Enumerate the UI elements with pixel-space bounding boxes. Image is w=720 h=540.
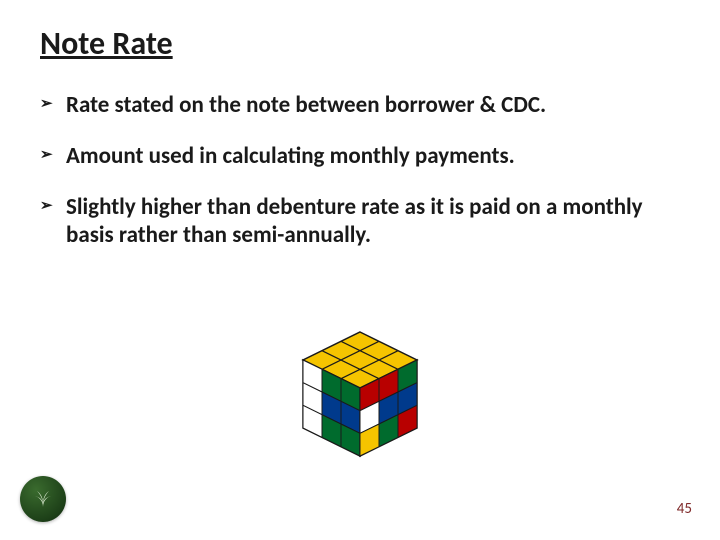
- rubiks-cube-image: [285, 320, 435, 475]
- bullet-text: Amount used in calculating monthly payme…: [66, 142, 515, 170]
- list-item: ➢ Slightly higher than debenture rate as…: [40, 193, 680, 251]
- bullet-arrow-icon: ➢: [40, 146, 53, 165]
- bullet-text: Rate stated on the note between borrower…: [66, 91, 546, 119]
- list-item: ➢ Amount used in calculating monthly pay…: [40, 142, 680, 171]
- page-number: 45: [677, 500, 692, 518]
- bullet-arrow-icon: ➢: [40, 95, 53, 114]
- rubiks-cube-icon: [285, 320, 435, 470]
- bullet-text: Slightly higher than debenture rate as i…: [66, 193, 643, 250]
- footer-logo: [20, 476, 66, 522]
- slide-title: Note Rate: [40, 24, 680, 63]
- slide: Note Rate ➢ Rate stated on the note betw…: [0, 0, 720, 540]
- bullet-arrow-icon: ➢: [40, 197, 53, 216]
- list-item: ➢ Rate stated on the note between borrow…: [40, 91, 680, 120]
- bullet-list: ➢ Rate stated on the note between borrow…: [40, 91, 680, 250]
- plant-icon: [29, 485, 57, 513]
